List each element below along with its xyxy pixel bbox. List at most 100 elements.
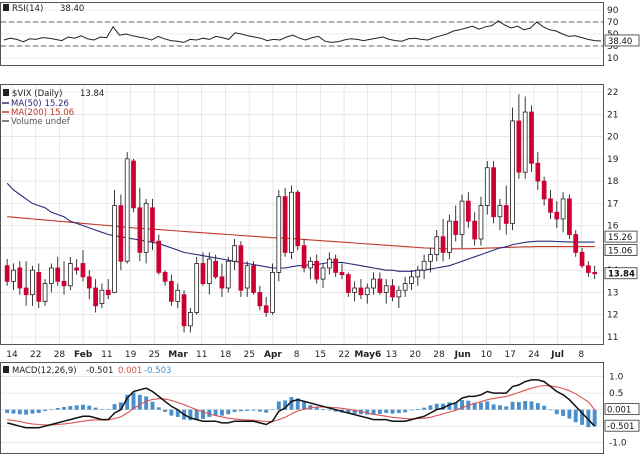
candle-body <box>535 162 541 182</box>
candle-body <box>421 260 427 271</box>
candle-body <box>364 287 370 296</box>
legend-value: 15.06 <box>50 108 74 118</box>
candle-body <box>30 269 35 296</box>
macd-label-macd: -0.501 <box>86 366 113 376</box>
x-tick-label: 28 <box>54 350 66 360</box>
macd-hist-bar <box>302 402 307 410</box>
macd-hist-bar <box>99 409 104 410</box>
candle-body <box>232 245 237 262</box>
candle-body <box>150 207 155 242</box>
macd-hist-bar <box>55 408 60 410</box>
candle-body <box>554 211 560 220</box>
macd-hist-bar <box>245 409 250 411</box>
macd-hist-bar <box>131 392 136 410</box>
macd-hist-bar <box>17 409 22 415</box>
candle-body <box>49 267 54 284</box>
macd-panel: 1.00.50-0.5-1.0MACD(12,26,9)-0.5010.001-… <box>0 362 640 454</box>
macd-hist-bar <box>257 409 262 412</box>
macd-hist-bar <box>276 401 281 410</box>
x-tick-label: 20 <box>410 350 422 360</box>
macd-line <box>7 379 596 429</box>
x-tick-label: 24 <box>528 350 540 360</box>
price-tick-label: 13 <box>607 288 618 298</box>
price-legend-swatch <box>3 89 9 96</box>
rsi-tick-label: 10 <box>607 54 619 64</box>
macd-hist-bar <box>295 398 300 410</box>
candle-body <box>541 180 547 200</box>
price-tick-label: 21 <box>607 110 618 120</box>
macd-hist-bar <box>441 403 446 410</box>
candle-body <box>93 287 98 307</box>
macd-hist-bar <box>567 409 572 419</box>
macd-hist-bar <box>409 409 414 411</box>
macd-label-hist: -0.503 <box>144 366 171 376</box>
macd-hist-bar <box>415 408 420 410</box>
macd-hist-bar <box>219 409 224 416</box>
candle-body <box>17 267 23 289</box>
macd-hist-bar <box>150 401 155 410</box>
macd-hist-bar <box>453 402 458 410</box>
candle-body <box>503 205 509 224</box>
candle-body <box>251 265 256 293</box>
candle-body <box>112 205 117 293</box>
candle-body <box>326 258 332 269</box>
macd-tick-label: 1.0 <box>609 373 624 383</box>
candle-body <box>579 251 585 267</box>
candle-body <box>478 205 484 240</box>
rsi-label-value: 38.40 <box>60 4 84 14</box>
legend-name: MA(50) <box>11 99 42 109</box>
candle-body <box>383 285 389 293</box>
macd-hist-bar <box>43 409 48 411</box>
rsi-last-tag: 38.40 <box>608 37 632 47</box>
candle-body <box>491 167 496 218</box>
candle-body <box>213 260 218 278</box>
candle-body <box>225 260 231 289</box>
x-tick-label: Feb <box>74 350 93 360</box>
candle-body <box>105 289 111 296</box>
macd-hist-bar <box>479 402 483 410</box>
macd-hist-bar <box>384 409 389 413</box>
candle-body <box>282 196 288 253</box>
x-tick-label: 19 <box>125 350 137 360</box>
x-tick-label: Jun <box>454 350 471 360</box>
candle-body <box>42 283 48 302</box>
x-tick-label: 17 <box>504 350 515 360</box>
macd-hist-bar <box>396 409 401 413</box>
candle-body <box>440 236 446 253</box>
macd-hist-bar <box>485 401 490 410</box>
candle-body <box>118 205 124 262</box>
macd-hist-bar <box>213 409 218 416</box>
candle-body <box>409 276 414 284</box>
macd-legend-swatch <box>3 366 9 373</box>
candle-body <box>592 272 598 275</box>
macd-hist-bar <box>49 409 54 410</box>
candle-body <box>472 220 478 240</box>
candle-body <box>428 254 433 262</box>
candle-body <box>308 260 313 269</box>
candle-body <box>175 289 181 302</box>
macd-hist-bar <box>592 409 597 427</box>
panel-frame <box>0 362 604 454</box>
candle-body <box>206 258 212 284</box>
macd-hist-bar <box>586 409 591 428</box>
candle-body <box>522 111 528 173</box>
rsi-tick-label: 70 <box>607 18 619 28</box>
price-panel: 222120191817161514131211142228Feb111925M… <box>0 84 638 360</box>
rsi-line <box>3 20 602 43</box>
candle-body <box>586 265 591 273</box>
macd-hist-bar <box>156 407 161 410</box>
candle-body <box>219 276 225 289</box>
x-tick-label: Mar <box>168 350 188 360</box>
candle-body <box>124 158 130 262</box>
candle-body <box>358 287 364 296</box>
macd-hist-bar <box>163 409 168 412</box>
macd-hist-bar <box>194 409 199 420</box>
legend-name: MA(200) <box>11 108 47 118</box>
price-last-tag: 15.26 <box>608 233 632 243</box>
price-tick-label: 19 <box>607 155 619 165</box>
macd-hist-bar <box>529 401 534 410</box>
macd-hist-bar <box>580 409 585 425</box>
candle-body <box>80 263 86 278</box>
macd-hist-bar <box>24 409 29 415</box>
price-tick-label: 16 <box>607 222 619 232</box>
